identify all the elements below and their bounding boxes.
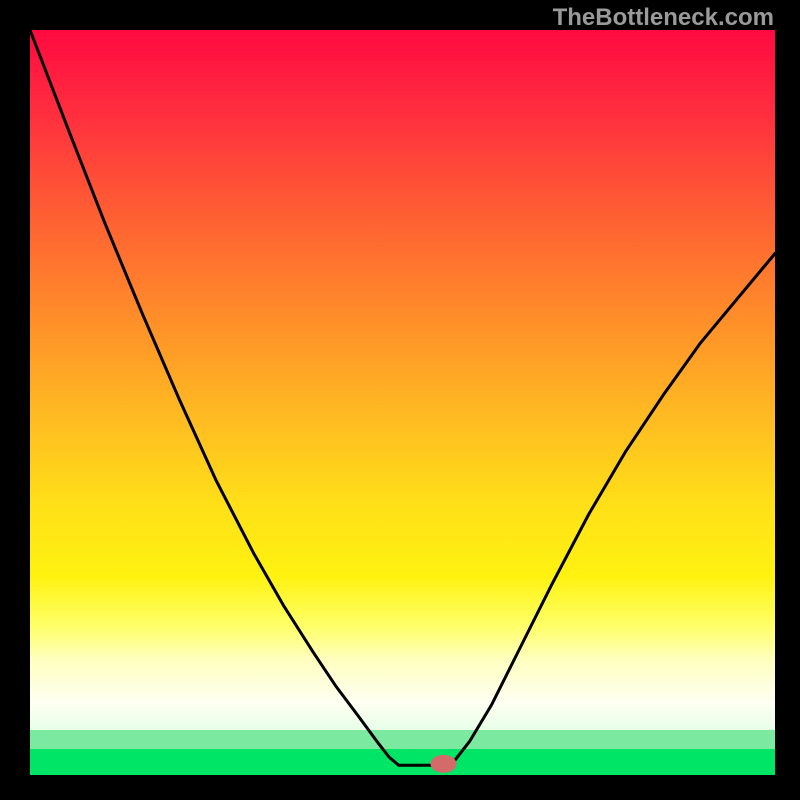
bottleneck-marker bbox=[430, 755, 456, 773]
curve-left bbox=[30, 30, 399, 765]
curve-right bbox=[451, 254, 775, 766]
plot-area bbox=[30, 30, 775, 775]
chart-stage: TheBottleneck.com bbox=[0, 0, 800, 800]
watermark-text: TheBottleneck.com bbox=[553, 4, 774, 32]
curve-layer bbox=[30, 30, 775, 775]
